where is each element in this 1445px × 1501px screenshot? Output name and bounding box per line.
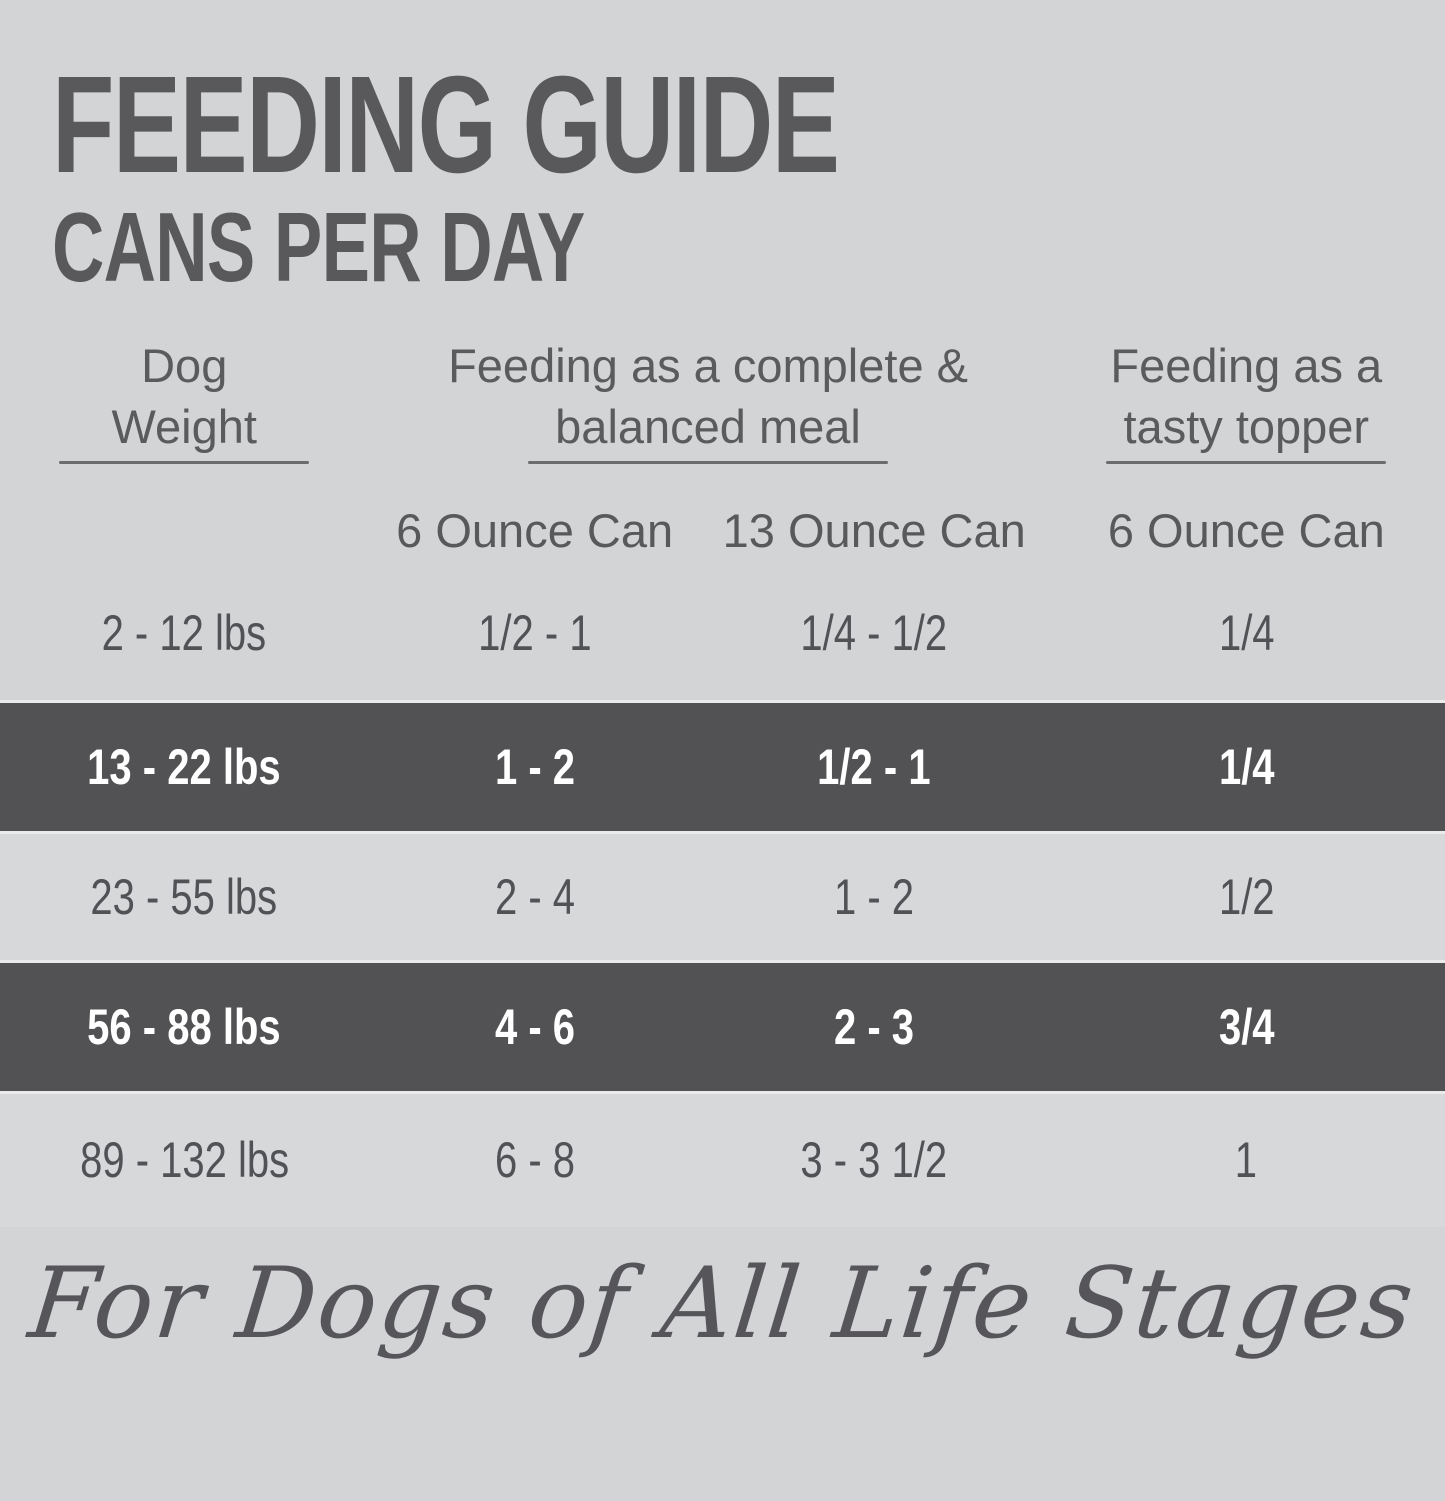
table-row: 89 - 132 lbs 6 - 8 3 - 3 1/2 1 — [0, 1093, 1445, 1227]
cell-topper-6oz: 1 — [1235, 1132, 1258, 1189]
page-subtitle-text: CANS PER DAY — [52, 192, 585, 302]
can-size-header-meal-13oz: 13 Ounce Can — [722, 504, 1026, 558]
footer-tagline: For Dogs of All Life Stages — [0, 1247, 1445, 1361]
col-header-line: tasty topper — [1123, 400, 1370, 454]
table-row-highlighted: 56 - 88 lbs 4 - 6 2 - 3 3/4 — [0, 959, 1445, 1094]
cell-meal-13oz: 3 - 3 1/2 — [800, 1132, 948, 1189]
col-header-line: Weight — [111, 400, 257, 454]
col-header-line: balanced meal — [555, 400, 861, 454]
cell-topper-6oz: 1/4 — [1218, 738, 1275, 795]
can-size-header-topper-6oz: 6 Ounce Can — [1107, 504, 1385, 558]
cell-meal-13oz: 1 - 2 — [834, 868, 915, 925]
cell-meal-6oz: 1/2 - 1 — [477, 605, 592, 662]
cell-meal-13oz: 2 - 3 — [834, 998, 915, 1055]
col-header-complete-meal: Feeding as a complete & balanced meal — [368, 335, 1047, 465]
col-header-dog-weight: Dog Weight — [0, 335, 368, 465]
cell-meal-13oz: 1/2 - 1 — [817, 738, 931, 795]
cell-topper-6oz: 3/4 — [1218, 998, 1275, 1055]
header-underline — [1106, 461, 1387, 465]
cell-dog-weight: 89 - 132 lbs — [79, 1132, 289, 1189]
page-title-text: FEEDING GUIDE — [52, 48, 840, 202]
cell-meal-13oz: 1/4 - 1/2 — [800, 605, 948, 662]
can-size-header-meal-6oz: 6 Ounce Can — [396, 504, 674, 558]
cell-topper-6oz: 1/4 — [1218, 605, 1275, 662]
spacer-cell — [0, 503, 368, 559]
footer-tagline-text: For Dogs of All Life Stages — [24, 1246, 1421, 1361]
cell-dog-weight: 56 - 88 lbs — [87, 998, 281, 1055]
page-subtitle: CANS PER DAY — [52, 198, 1445, 296]
col-header-line: Feeding as a — [1110, 339, 1383, 392]
col-header-line: Feeding as a complete & — [448, 339, 968, 392]
can-size-header-row: 6 Ounce Can 13 Ounce Can 6 Ounce Can — [0, 503, 1445, 559]
table-row: 2 - 12 lbs 1/2 - 1 1/4 - 1/2 1/4 — [0, 567, 1445, 700]
table-row: 23 - 55 lbs 2 - 4 1 - 2 1/2 — [0, 833, 1445, 960]
page-title: FEEDING GUIDE — [52, 56, 1445, 194]
col-header-tasty-topper: Feeding as a tasty topper — [1048, 335, 1445, 465]
cell-meal-6oz: 4 - 6 — [494, 998, 575, 1055]
col-header-line: Dog — [141, 339, 228, 392]
cell-meal-6oz: 6 - 8 — [494, 1132, 575, 1189]
cell-dog-weight: 23 - 55 lbs — [90, 868, 278, 925]
cell-meal-6oz: 2 - 4 — [494, 868, 575, 925]
header-underline — [59, 461, 310, 465]
table-header-row: Dog Weight Feeding as a complete & balan… — [0, 335, 1445, 465]
cell-topper-6oz: 1/2 — [1218, 868, 1275, 925]
feeding-guide-label: FEEDING GUIDE CANS PER DAY Dog Weight Fe… — [0, 56, 1445, 1361]
cell-dog-weight: 2 - 12 lbs — [101, 605, 267, 662]
cell-meal-6oz: 1 - 2 — [494, 738, 575, 795]
feeding-table-body: 2 - 12 lbs 1/2 - 1 1/4 - 1/2 1/4 13 - 22… — [0, 567, 1445, 1227]
cell-dog-weight: 13 - 22 lbs — [87, 738, 281, 795]
header-underline — [528, 461, 889, 465]
table-row-highlighted: 13 - 22 lbs 1 - 2 1/2 - 1 1/4 — [0, 699, 1445, 834]
